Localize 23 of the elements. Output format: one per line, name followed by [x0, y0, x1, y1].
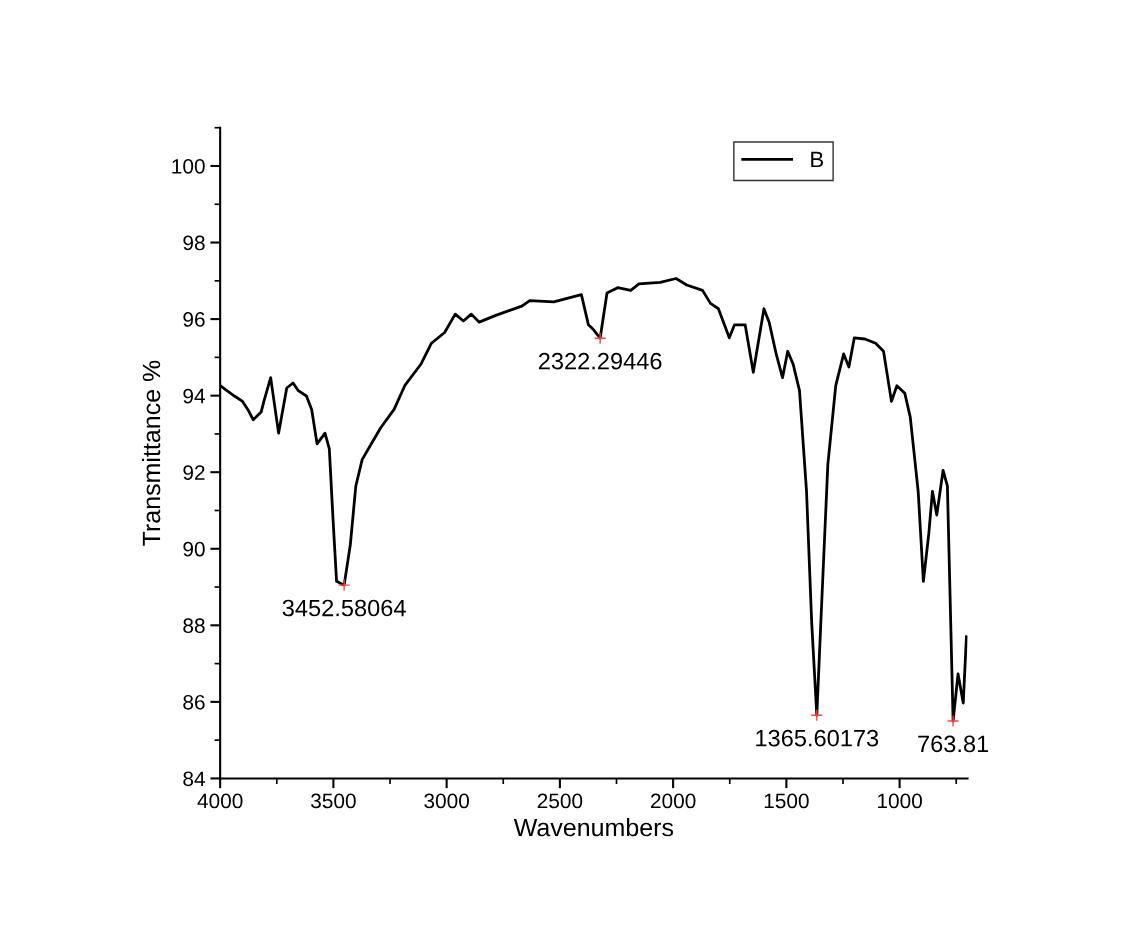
x-tick-label: 1000 — [878, 793, 922, 809]
y-tick-label: 98 — [183, 235, 205, 251]
annotation: 763.81 — [918, 735, 989, 753]
y-tick-label: 96 — [183, 312, 205, 327]
legend-label: B — [811, 151, 824, 168]
y-tick-label: 92 — [183, 465, 205, 480]
y-tick-label: 84 — [183, 771, 205, 787]
y-tick-label: 94 — [183, 388, 205, 404]
x-tick-label: 4000 — [197, 793, 243, 809]
x-tick-label: 1500 — [764, 793, 809, 809]
x-tick-label: 2500 — [537, 793, 583, 809]
y-tick-label: 88 — [183, 618, 205, 634]
y-axis-title: Transmittance % — [141, 360, 161, 546]
y-tick-label: 90 — [183, 541, 205, 557]
annotation: 2322.29446 — [538, 352, 662, 370]
y-tick-label: 100 — [172, 158, 205, 174]
x-tick-label: 3000 — [424, 793, 469, 809]
x-tick-label: 2000 — [651, 793, 696, 809]
x-axis-title: Wavenumbers — [513, 817, 674, 837]
x-tick-label: 3500 — [311, 793, 356, 809]
annotation: 1365.60173 — [756, 729, 879, 747]
y-tick-label: 86 — [183, 694, 205, 710]
annotation: 3452.58064 — [282, 599, 406, 617]
